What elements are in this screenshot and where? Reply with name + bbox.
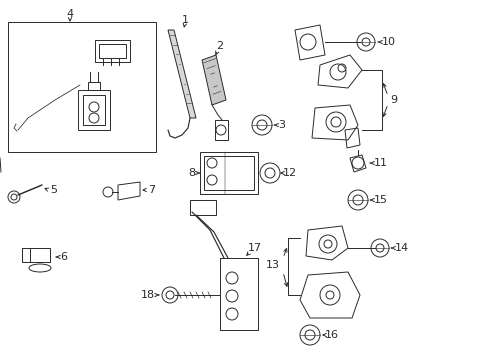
Text: 3: 3 [278, 120, 285, 130]
Text: 14: 14 [395, 243, 409, 253]
Text: 4: 4 [67, 9, 74, 19]
Text: 2: 2 [217, 41, 223, 51]
Bar [83, 95, 105, 125]
Text: 7: 7 [148, 185, 155, 195]
Text: 10: 10 [382, 37, 396, 47]
Text: 8: 8 [188, 168, 195, 178]
Text: 12: 12 [283, 168, 297, 178]
Text: 6: 6 [60, 252, 67, 262]
Bar [204, 156, 254, 190]
Bar [220, 258, 258, 330]
Polygon shape [202, 55, 226, 105]
Bar [8, 22, 156, 152]
Text: 17: 17 [248, 243, 262, 253]
Text: 15: 15 [374, 195, 388, 205]
Bar [200, 152, 258, 194]
Text: 16: 16 [325, 330, 339, 340]
Polygon shape [168, 30, 196, 118]
Text: 13: 13 [266, 260, 280, 270]
Text: 9: 9 [390, 95, 397, 105]
Text: 18: 18 [141, 290, 155, 300]
Text: 1: 1 [181, 15, 189, 25]
Text: 5: 5 [50, 185, 57, 195]
Text: 11: 11 [374, 158, 388, 168]
